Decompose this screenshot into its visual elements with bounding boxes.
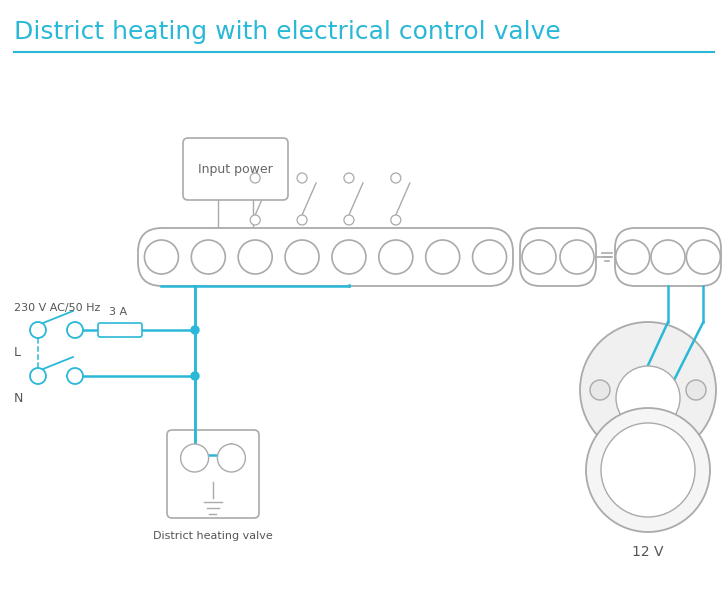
FancyBboxPatch shape [167, 430, 259, 518]
Circle shape [67, 368, 83, 384]
Circle shape [30, 368, 46, 384]
FancyBboxPatch shape [615, 228, 721, 286]
Text: District heating with electrical control valve: District heating with electrical control… [14, 20, 561, 44]
Text: T2: T2 [696, 251, 711, 264]
Circle shape [590, 380, 610, 400]
Circle shape [191, 326, 199, 334]
FancyBboxPatch shape [520, 228, 596, 286]
Text: OT2: OT2 [568, 252, 586, 261]
Circle shape [250, 173, 260, 183]
Text: N: N [191, 453, 199, 463]
Text: 230 V AC/50 Hz: 230 V AC/50 Hz [14, 303, 100, 313]
Text: ⏚: ⏚ [628, 249, 637, 264]
Text: OT1: OT1 [530, 252, 548, 261]
Circle shape [586, 408, 710, 532]
Circle shape [686, 380, 706, 400]
Circle shape [379, 240, 413, 274]
Text: 1: 1 [251, 251, 259, 264]
Text: 2: 2 [298, 251, 306, 264]
Circle shape [191, 372, 199, 380]
Circle shape [67, 322, 83, 338]
Circle shape [391, 173, 401, 183]
Text: N: N [14, 391, 23, 405]
Circle shape [344, 215, 354, 225]
Circle shape [687, 240, 720, 274]
Text: nest: nest [638, 447, 658, 457]
Text: 4: 4 [392, 251, 400, 264]
Text: L: L [229, 453, 234, 463]
Text: L: L [205, 251, 212, 264]
Circle shape [426, 240, 459, 274]
Circle shape [616, 240, 649, 274]
Circle shape [30, 322, 46, 338]
FancyBboxPatch shape [138, 228, 513, 286]
Text: 3: 3 [345, 251, 352, 264]
Text: L: L [14, 346, 21, 359]
Text: nest: nest [636, 367, 660, 377]
Circle shape [332, 240, 366, 274]
Circle shape [391, 215, 401, 225]
Circle shape [651, 240, 685, 274]
Text: Input power: Input power [198, 163, 273, 175]
Circle shape [181, 444, 209, 472]
Circle shape [344, 173, 354, 183]
Circle shape [297, 173, 307, 183]
Text: 12 V: 12 V [632, 545, 664, 559]
Text: T1: T1 [660, 251, 676, 264]
FancyBboxPatch shape [98, 323, 142, 337]
Circle shape [472, 240, 507, 274]
Circle shape [616, 366, 680, 430]
FancyBboxPatch shape [183, 138, 288, 200]
Text: 6: 6 [486, 251, 494, 264]
Text: N: N [157, 251, 166, 264]
Circle shape [522, 240, 556, 274]
Text: District heating valve: District heating valve [153, 531, 273, 541]
Text: 5: 5 [439, 251, 446, 264]
Circle shape [285, 240, 319, 274]
Circle shape [144, 240, 178, 274]
Circle shape [560, 240, 594, 274]
Text: 3 A: 3 A [109, 307, 127, 317]
Circle shape [601, 423, 695, 517]
Circle shape [218, 444, 245, 472]
Circle shape [580, 322, 716, 458]
Circle shape [297, 215, 307, 225]
Circle shape [191, 240, 225, 274]
Circle shape [238, 240, 272, 274]
Circle shape [250, 215, 260, 225]
